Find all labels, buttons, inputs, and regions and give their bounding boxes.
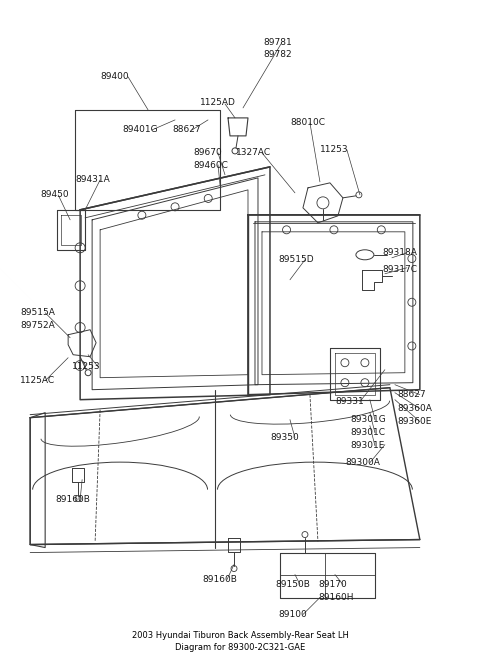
Text: 1125AC: 1125AC	[20, 376, 55, 384]
Text: 88627: 88627	[172, 125, 201, 134]
Text: 89752A: 89752A	[20, 321, 55, 329]
Text: 89360A: 89360A	[398, 403, 433, 413]
Text: 89450: 89450	[40, 190, 69, 199]
Text: 88010C: 88010C	[290, 118, 325, 127]
Text: 89160H: 89160H	[318, 593, 353, 601]
Text: 89670: 89670	[193, 148, 222, 157]
Text: 89301C: 89301C	[350, 428, 385, 437]
Text: 89515A: 89515A	[20, 308, 55, 317]
Text: 89170: 89170	[318, 580, 347, 589]
Text: 89331: 89331	[335, 397, 364, 405]
Text: 89460C: 89460C	[193, 161, 228, 170]
Text: 11253: 11253	[320, 145, 348, 154]
Text: 89781: 89781	[263, 38, 292, 47]
Text: 88627: 88627	[398, 390, 427, 399]
Text: 89317C: 89317C	[382, 265, 417, 274]
Text: 89360E: 89360E	[398, 417, 432, 426]
Text: 89150B: 89150B	[275, 580, 310, 589]
Text: 89160B: 89160B	[55, 495, 90, 504]
Text: 89300A: 89300A	[345, 458, 380, 466]
Text: 89318A: 89318A	[382, 248, 417, 257]
Text: 89301E: 89301E	[350, 441, 384, 449]
Text: 89400: 89400	[100, 72, 129, 81]
Text: Diagram for 89300-2C321-GAE: Diagram for 89300-2C321-GAE	[175, 643, 305, 652]
Text: 89100: 89100	[278, 610, 307, 618]
Text: 11253: 11253	[72, 362, 101, 371]
Text: 1125AD: 1125AD	[200, 98, 236, 107]
Text: 2003 Hyundai Tiburon Back Assembly-Rear Seat LH: 2003 Hyundai Tiburon Back Assembly-Rear …	[132, 631, 348, 641]
Text: 89160B: 89160B	[202, 574, 237, 584]
Text: 89401G: 89401G	[122, 125, 158, 134]
Text: 1327AC: 1327AC	[236, 148, 271, 157]
Text: 89350: 89350	[270, 433, 299, 441]
Text: 89515D: 89515D	[278, 255, 313, 264]
Text: 89782: 89782	[263, 50, 292, 59]
Text: 89431A: 89431A	[75, 175, 110, 184]
Text: 89301G: 89301G	[350, 415, 385, 424]
